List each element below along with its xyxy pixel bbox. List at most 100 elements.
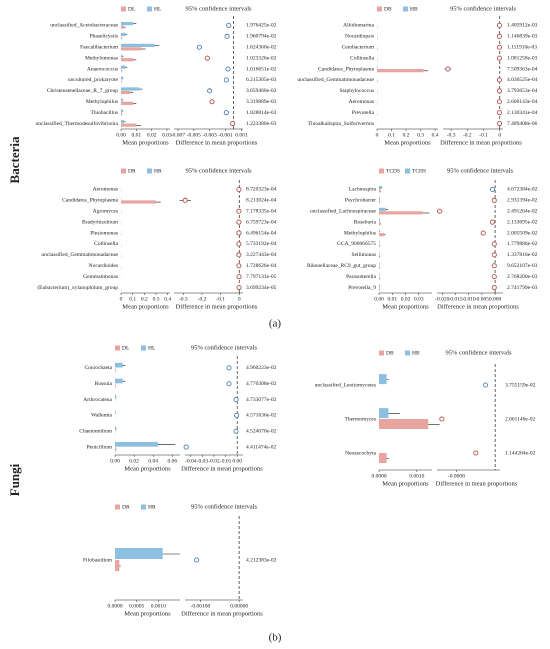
category-label: Methylophilus bbox=[344, 230, 376, 236]
x-tick-label: -0.010 bbox=[462, 296, 476, 302]
category-label: Filobasidium bbox=[83, 557, 113, 563]
category-label: Psychrobacter bbox=[345, 198, 376, 204]
p-value: 4.733077e-02 bbox=[246, 397, 277, 403]
p-value: 1.828814e-03 bbox=[246, 110, 277, 116]
category-label: Bradyrhizobium bbox=[82, 219, 119, 225]
x-tick-label: 0.000 bbox=[489, 296, 502, 302]
legend-label: DL bbox=[128, 6, 136, 12]
category-label: Thioalkalispira_Sulfurivermis bbox=[308, 120, 374, 127]
bar bbox=[121, 101, 134, 105]
category-label: Prevotella bbox=[352, 110, 375, 116]
bar bbox=[379, 419, 429, 430]
bar bbox=[121, 76, 123, 80]
x-tick-label: 0.0010 bbox=[409, 473, 424, 479]
x-tick-label: -0.007 bbox=[171, 132, 185, 138]
bar bbox=[115, 560, 120, 572]
p-value: 1.779886e-02 bbox=[507, 241, 538, 247]
p-value: 2.600143e-04 bbox=[507, 99, 538, 105]
difference-point bbox=[445, 66, 451, 72]
bar bbox=[121, 123, 137, 127]
bar bbox=[379, 287, 380, 291]
legend-swatch bbox=[115, 504, 120, 510]
p-value: 3.755159e-02 bbox=[505, 382, 536, 388]
p-value: 4.571636e-02 bbox=[246, 413, 277, 419]
legend-label: DB bbox=[386, 350, 394, 356]
p-value: 3.793653e-04 bbox=[507, 88, 538, 94]
bar bbox=[379, 207, 386, 211]
p-value: 5.733192e-04 bbox=[246, 241, 277, 247]
chart-title: 95% confidence intervals bbox=[450, 5, 517, 12]
bar bbox=[379, 222, 381, 226]
x-tick-label: -0.1 bbox=[216, 296, 225, 302]
x-tick-label: -0.005 bbox=[475, 296, 489, 302]
difference-point bbox=[496, 77, 502, 83]
x-tick-label: 0.02 bbox=[401, 296, 411, 302]
bar bbox=[121, 98, 123, 102]
x-tick-label: 0.00 bbox=[116, 132, 126, 138]
p-value: 2.133695e-02 bbox=[507, 219, 538, 225]
p-value: 4.960223e-02 bbox=[246, 365, 277, 371]
category-label: Candidatus_Phytoplasma bbox=[62, 198, 118, 204]
bar bbox=[121, 200, 156, 204]
legend-label: DR bbox=[128, 168, 136, 174]
category-label: Nocardiopsis bbox=[345, 34, 374, 40]
legend-swatch bbox=[147, 6, 152, 12]
chart-title: 95% confidence intervals bbox=[191, 503, 258, 510]
difference-point bbox=[226, 22, 232, 29]
p-value: 1.976425e-02 bbox=[246, 23, 277, 29]
bar bbox=[379, 233, 385, 237]
p-value: 6.496154e-04 bbox=[246, 230, 277, 236]
difference-point bbox=[223, 77, 229, 83]
p-value: 8.213024e-04 bbox=[246, 198, 277, 204]
p-value: 6.215305e-03 bbox=[246, 77, 277, 83]
bar bbox=[121, 25, 125, 29]
x-tick-label: 0.4 bbox=[164, 296, 171, 302]
difference-point bbox=[236, 252, 242, 258]
legend-swatch bbox=[403, 6, 408, 12]
p-value: 1.144284e-02 bbox=[505, 450, 536, 456]
category-label: unclassified_Thermodesulfovibrionia bbox=[36, 120, 119, 127]
p-value: 3.319889e-03 bbox=[246, 99, 277, 105]
category-label: Arthrocatena bbox=[83, 397, 112, 403]
legend-label: TCHS bbox=[412, 168, 426, 174]
x-tick-label: 0.3 bbox=[153, 296, 160, 302]
category-label: GCA_900066575 bbox=[337, 241, 376, 247]
p-value: 8.720323e-04 bbox=[246, 187, 277, 193]
p-value: 6.759723e-04 bbox=[246, 219, 277, 225]
p-value: 1.728626e-04 bbox=[246, 263, 277, 269]
bar bbox=[379, 229, 380, 233]
bar bbox=[379, 200, 380, 204]
x-axis-label: Difference in mean proportions bbox=[181, 610, 263, 617]
difference-point bbox=[491, 274, 497, 280]
legend-swatch bbox=[121, 6, 126, 12]
difference-point bbox=[437, 208, 443, 214]
p-value: 2.130341e-04 bbox=[507, 110, 538, 116]
p-value: 4.770308e-02 bbox=[246, 381, 277, 387]
category-label: unclassified_Gemmatimonadaceae bbox=[297, 76, 374, 83]
difference-point bbox=[439, 416, 445, 422]
p-value: 1.624360e-02 bbox=[246, 45, 277, 51]
p-value: 9.652107e-03 bbox=[507, 263, 538, 269]
difference-point bbox=[236, 208, 242, 214]
x-tick-label: -0.015 bbox=[448, 296, 462, 302]
x-tick-label: 0.3 bbox=[417, 132, 424, 138]
x-axis-label: Mean proportions bbox=[382, 480, 429, 487]
difference-point bbox=[224, 33, 230, 39]
bar bbox=[115, 394, 116, 400]
difference-point bbox=[234, 412, 240, 418]
category-label: Thermomyces bbox=[345, 416, 376, 422]
x-tick-label: -0.2 bbox=[198, 296, 207, 302]
x-axis-label: Difference in mean proportions bbox=[437, 303, 519, 310]
difference-point bbox=[236, 263, 242, 269]
row-label: Bacteria bbox=[7, 136, 22, 183]
bar bbox=[121, 69, 122, 73]
difference-point bbox=[496, 88, 502, 94]
p-value: 1.081258e-03 bbox=[507, 55, 538, 61]
difference-point bbox=[491, 197, 497, 203]
difference-point bbox=[496, 110, 502, 116]
x-tick-label: -0.0008 bbox=[448, 473, 465, 479]
difference-point bbox=[236, 284, 242, 291]
bar bbox=[115, 548, 163, 560]
legend-label: DR bbox=[122, 504, 130, 510]
